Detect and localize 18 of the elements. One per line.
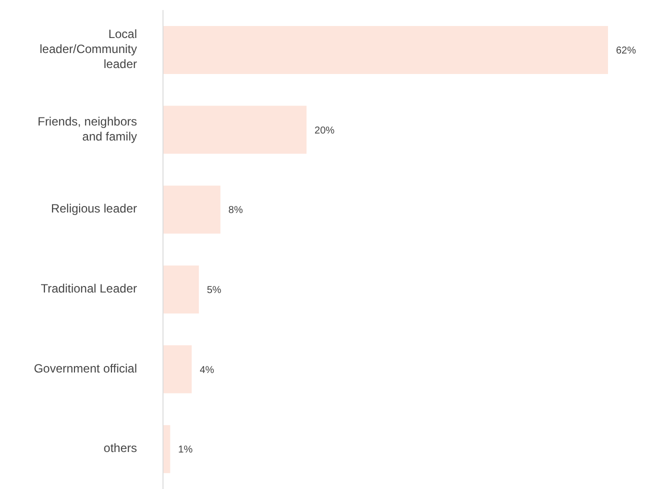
data-label: 1%	[178, 444, 193, 456]
y-tick-label: Religious leader	[50, 202, 137, 216]
y-tick-label: Friends, neighbors and family	[38, 114, 137, 144]
bar	[163, 26, 608, 74]
bar	[163, 425, 170, 474]
data-label: 20%	[314, 125, 335, 136]
y-tick-label: Traditional Leader	[40, 282, 138, 296]
data-label: 62%	[616, 46, 636, 57]
y-tick-label: others	[104, 441, 137, 456]
bar	[163, 345, 192, 394]
data-label: 5%	[206, 285, 222, 296]
bar	[163, 265, 199, 314]
y-tick-label: Government official	[34, 361, 137, 376]
data-label: 4%	[200, 364, 214, 376]
bar	[163, 186, 220, 234]
y-tick-label: Local leader/Community leader	[40, 27, 137, 72]
data-label: 8%	[228, 205, 243, 216]
bar	[163, 106, 307, 154]
